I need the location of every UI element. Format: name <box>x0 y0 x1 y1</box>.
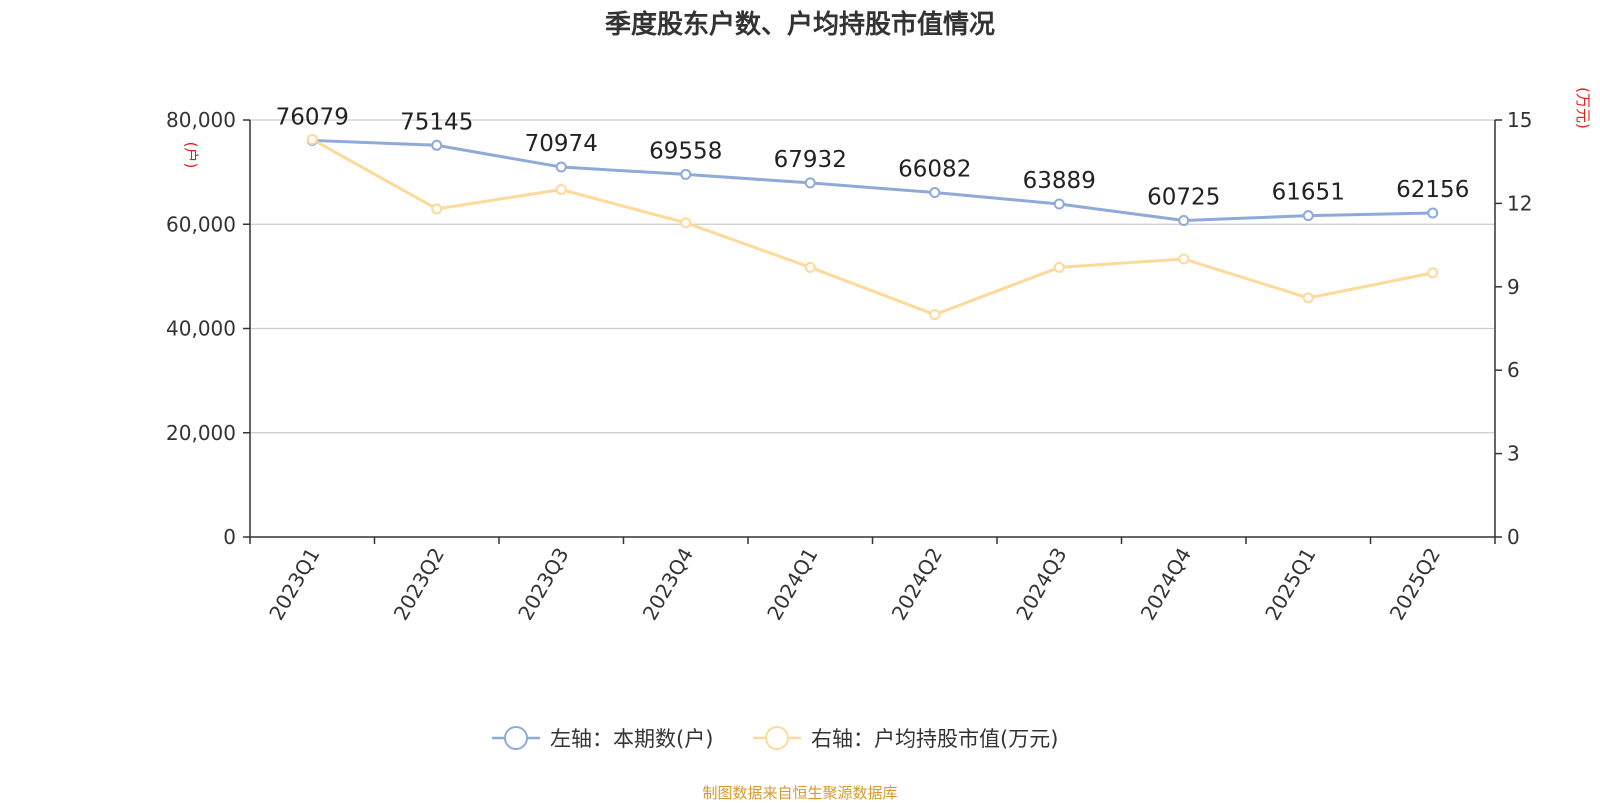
series-1-point <box>1053 198 1065 210</box>
series-1-point <box>1427 207 1439 219</box>
right-tick-label: 15 <box>1507 108 1532 132</box>
legend-label-2: 右轴：户均持股市值(万元) <box>811 727 1058 751</box>
series-1-point <box>1302 210 1314 222</box>
series-2-point <box>306 133 318 145</box>
data-label: 75145 <box>400 109 473 135</box>
x-tick-label: 2023Q1 <box>264 544 324 625</box>
series-2-point <box>929 309 941 321</box>
series-2-point <box>1302 292 1314 304</box>
left-tick-label: 60,000 <box>166 212 236 236</box>
right-axis-unit: (万元) <box>1574 87 1592 129</box>
left-tick-label: 40,000 <box>166 317 236 341</box>
right-tick-label: 6 <box>1507 358 1520 382</box>
legend-marker-2 <box>765 726 789 750</box>
data-label: 66082 <box>898 157 971 183</box>
series-1-point <box>431 139 443 151</box>
series-2-point <box>680 217 692 229</box>
series-1-point <box>804 177 816 189</box>
data-label: 61651 <box>1272 180 1345 206</box>
series-2-point <box>555 184 567 195</box>
x-tick-label: 2025Q2 <box>1385 544 1445 625</box>
right-axis-ticks: 0 3 6 9 12 15 <box>1495 108 1532 549</box>
x-tick-label: 2023Q3 <box>513 544 573 625</box>
data-label: 60725 <box>1147 184 1220 210</box>
chart-title: 季度股东户数、户均持股市值情况 <box>604 10 995 40</box>
data-label: 76079 <box>276 104 349 130</box>
left-tick-label: 80,000 <box>166 108 236 132</box>
data-label: 62156 <box>1396 177 1469 203</box>
grid-lines <box>250 119 1495 434</box>
left-axis-unit: (户) <box>182 142 200 169</box>
series-line-1 <box>312 138 1433 222</box>
series-group <box>306 133 1439 321</box>
x-tick-label: 2024Q3 <box>1011 544 1071 625</box>
axes: (户) (万元) <box>182 87 1592 538</box>
series-1-point <box>929 187 941 199</box>
left-axis-ticks: 0 20,000 40,000 60,000 80,000 <box>166 108 250 549</box>
x-tick-label: 2024Q4 <box>1136 544 1196 625</box>
series-1-point <box>1178 214 1190 226</box>
right-tick-label: 3 <box>1507 442 1520 466</box>
x-tick-label: 2024Q1 <box>762 544 822 625</box>
x-tick-label: 2023Q2 <box>389 544 449 625</box>
data-labels: 76079 75145 70974 69558 67932 66082 63889 60725… <box>276 104 1470 210</box>
series-2-point <box>804 261 816 273</box>
source-note: 制图数据来自恒生聚源数据库 <box>702 784 898 802</box>
right-tick-label: 9 <box>1507 275 1520 299</box>
data-label: 67932 <box>774 147 847 173</box>
left-tick-label: 0 <box>223 525 236 549</box>
series-1-point <box>555 161 567 173</box>
data-label: 69558 <box>649 138 722 164</box>
series-2-point <box>1053 261 1065 273</box>
x-tick-label: 2023Q4 <box>638 544 698 625</box>
x-tick-label: 2024Q2 <box>887 544 947 625</box>
x-tick-label: 2025Q1 <box>1260 544 1320 625</box>
series-2-point <box>431 203 443 215</box>
left-tick-label: 20,000 <box>166 421 236 445</box>
right-tick-label: 12 <box>1507 191 1532 215</box>
series-line-2 <box>311 138 1434 317</box>
data-label: 63889 <box>1023 168 1096 194</box>
legend: 左轴：本期数(户) 右轴：户均持股市值(万元) <box>492 726 1058 751</box>
series-1-point <box>680 168 692 180</box>
legend-label-1: 左轴：本期数(户) <box>550 727 713 751</box>
right-tick-label: 0 <box>1507 525 1520 549</box>
legend-marker-1 <box>504 726 528 750</box>
data-label: 70974 <box>525 131 598 157</box>
series-2-point <box>1427 267 1439 279</box>
series-2-point <box>1178 253 1190 265</box>
x-axis-ticks: 2023Q1 2023Q2 2023Q3 2023Q4 2024Q1 2024Q2 2024… <box>249 537 1496 625</box>
